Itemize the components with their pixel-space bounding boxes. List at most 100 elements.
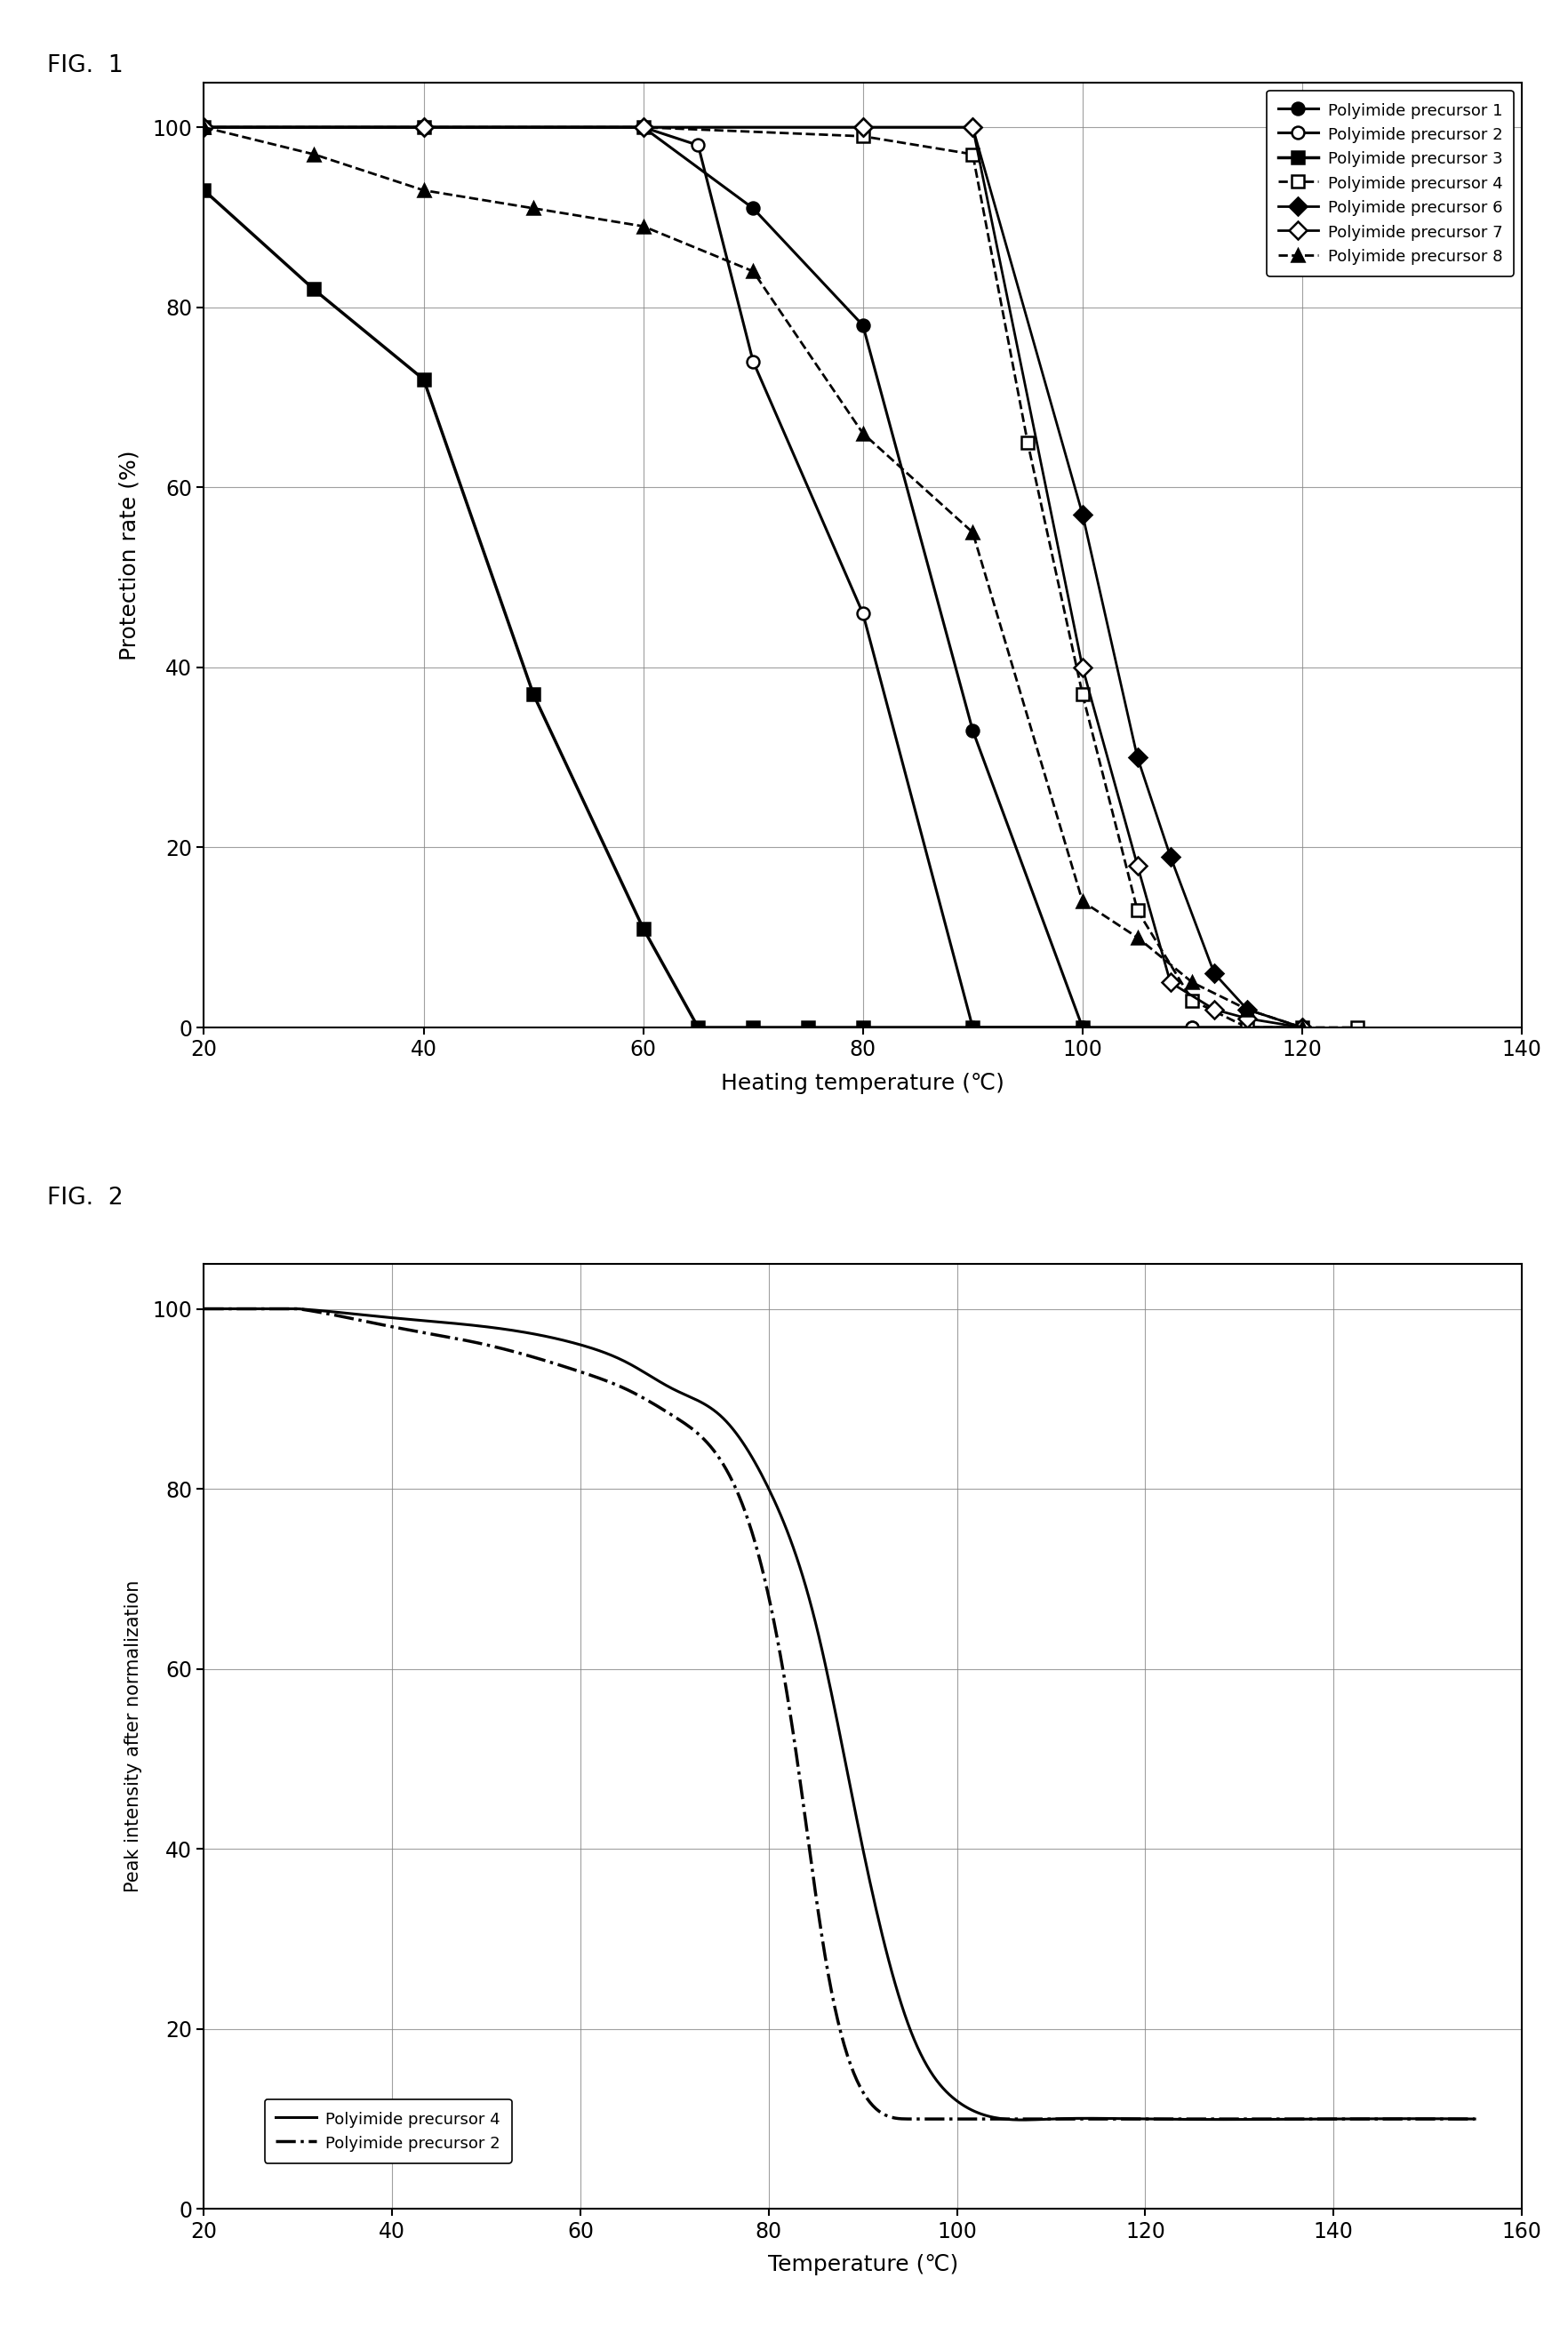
Polyimide precursor 1: [1073, 1013, 1091, 1041]
Polyimide precursor 2: [1115, 2106, 1134, 2134]
Polyimide precursor 1: [194, 113, 213, 141]
Polyimide precursor 4: [347, 1300, 365, 1328]
Polyimide precursor 7: [1292, 1013, 1311, 1041]
Polyimide precursor 8: [633, 212, 652, 240]
Polyimide precursor 2: [1073, 1013, 1091, 1041]
Polyimide precursor 6: [633, 113, 652, 141]
Polyimide precursor 6: [1237, 996, 1256, 1025]
Polyimide precursor 8: [1292, 1013, 1311, 1041]
Polyimide precursor 8: [524, 195, 543, 223]
Line: Polyimide precursor 1: Polyimide precursor 1: [198, 122, 1308, 1034]
Polyimide precursor 2: [963, 1013, 982, 1041]
Polyimide precursor 4: [633, 113, 652, 141]
Polyimide precursor 3: [1073, 1013, 1091, 1041]
Polyimide precursor 8: [1237, 996, 1256, 1025]
Polyimide precursor 4: [608, 1344, 627, 1372]
Line: Polyimide precursor 7: Polyimide precursor 7: [198, 122, 1308, 1034]
X-axis label: Heating temperature (℃): Heating temperature (℃): [721, 1074, 1004, 1095]
Polyimide precursor 1: [633, 113, 652, 141]
Polyimide precursor 7: [963, 113, 982, 141]
Polyimide precursor 3: [688, 1013, 707, 1041]
Polyimide precursor 8: [194, 113, 213, 141]
Polyimide precursor 4: [698, 1391, 717, 1419]
Polyimide precursor 4: [1127, 895, 1146, 924]
Line: Polyimide precursor 2: Polyimide precursor 2: [204, 1309, 1474, 2120]
Polyimide precursor 7: [853, 113, 872, 141]
Line: Polyimide precursor 8: Polyimide precursor 8: [198, 122, 1308, 1034]
Polyimide precursor 2: [608, 1372, 627, 1401]
Y-axis label: Protection rate (%): Protection rate (%): [119, 449, 140, 660]
Polyimide precursor 1: [1292, 1013, 1311, 1041]
Polyimide precursor 1: [963, 717, 982, 745]
Polyimide precursor 4: [1292, 1013, 1311, 1041]
Polyimide precursor 3: [524, 679, 543, 707]
Polyimide precursor 8: [963, 519, 982, 548]
Polyimide precursor 2: [743, 348, 762, 376]
Polyimide precursor 6: [853, 113, 872, 141]
Polyimide precursor 1: [1182, 1013, 1201, 1041]
Polyimide precursor 7: [1160, 968, 1179, 996]
Polyimide precursor 6: [1127, 743, 1146, 771]
Polyimide precursor 3: [963, 1013, 982, 1041]
Polyimide precursor 4: [1073, 679, 1091, 707]
Polyimide precursor 4: [1465, 2106, 1483, 2134]
Polyimide precursor 8: [1073, 888, 1091, 917]
Polyimide precursor 3: [414, 364, 433, 392]
Polyimide precursor 4: [1115, 2106, 1134, 2134]
Polyimide precursor 7: [1237, 1003, 1256, 1032]
Polyimide precursor 2: [698, 1429, 717, 1457]
Polyimide precursor 4: [1018, 428, 1036, 456]
Polyimide precursor 7: [1127, 851, 1146, 879]
Polyimide precursor 2: [917, 2106, 936, 2134]
Polyimide precursor 2: [1465, 2106, 1483, 2134]
Polyimide precursor 7: [194, 113, 213, 141]
Polyimide precursor 2: [1121, 2106, 1140, 2134]
Line: Polyimide precursor 4: Polyimide precursor 4: [204, 1309, 1474, 2120]
Polyimide precursor 2: [194, 1295, 213, 1323]
Polyimide precursor 3: [798, 1013, 817, 1041]
Polyimide precursor 8: [743, 256, 762, 284]
Polyimide precursor 3: [633, 914, 652, 942]
Text: FIG.  2: FIG. 2: [47, 1187, 124, 1210]
Polyimide precursor 4: [194, 1295, 213, 1323]
Polyimide precursor 8: [1127, 924, 1146, 952]
Polyimide precursor 2: [853, 599, 872, 627]
Polyimide precursor 7: [633, 113, 652, 141]
Legend: Polyimide precursor 4, Polyimide precursor 2: Polyimide precursor 4, Polyimide precurs…: [265, 2099, 511, 2162]
Polyimide precursor 2: [414, 113, 433, 141]
Polyimide precursor 4: [1013, 2106, 1032, 2134]
Polyimide precursor 8: [1182, 968, 1201, 996]
Polyimide precursor 2: [194, 113, 213, 141]
Polyimide precursor 4: [1347, 1013, 1366, 1041]
Polyimide precursor 1: [414, 113, 433, 141]
Polyimide precursor 8: [304, 141, 323, 169]
Polyimide precursor 4: [963, 141, 982, 169]
Line: Polyimide precursor 6: Polyimide precursor 6: [198, 122, 1308, 1034]
Polyimide precursor 8: [853, 418, 872, 446]
Polyimide precursor 4: [853, 122, 872, 150]
Polyimide precursor 6: [1160, 841, 1179, 870]
Polyimide precursor 4: [414, 113, 433, 141]
Polyimide precursor 4: [994, 2106, 1013, 2134]
Polyimide precursor 3: [304, 275, 323, 303]
Polyimide precursor 2: [633, 113, 652, 141]
Polyimide precursor 6: [963, 113, 982, 141]
Polyimide precursor 1: [853, 310, 872, 338]
Polyimide precursor 6: [1204, 959, 1223, 987]
Text: FIG.  1: FIG. 1: [47, 54, 124, 78]
Polyimide precursor 2: [688, 132, 707, 160]
Polyimide precursor 2: [1182, 1013, 1201, 1041]
Y-axis label: Peak intensity after normalization: Peak intensity after normalization: [124, 1579, 143, 1892]
Line: Polyimide precursor 3: Polyimide precursor 3: [198, 183, 1088, 1034]
Line: Polyimide precursor 4: Polyimide precursor 4: [198, 122, 1363, 1034]
Polyimide precursor 6: [194, 113, 213, 141]
Polyimide precursor 4: [1182, 987, 1201, 1015]
Polyimide precursor 4: [1237, 1013, 1256, 1041]
Legend: Polyimide precursor 1, Polyimide precursor 2, Polyimide precursor 3, Polyimide p: Polyimide precursor 1, Polyimide precurs…: [1265, 89, 1513, 277]
Polyimide precursor 6: [1073, 501, 1091, 529]
Line: Polyimide precursor 2: Polyimide precursor 2: [198, 122, 1308, 1034]
Polyimide precursor 3: [853, 1013, 872, 1041]
Polyimide precursor 6: [414, 113, 433, 141]
Polyimide precursor 2: [347, 1307, 365, 1335]
Polyimide precursor 4: [1121, 2106, 1140, 2134]
